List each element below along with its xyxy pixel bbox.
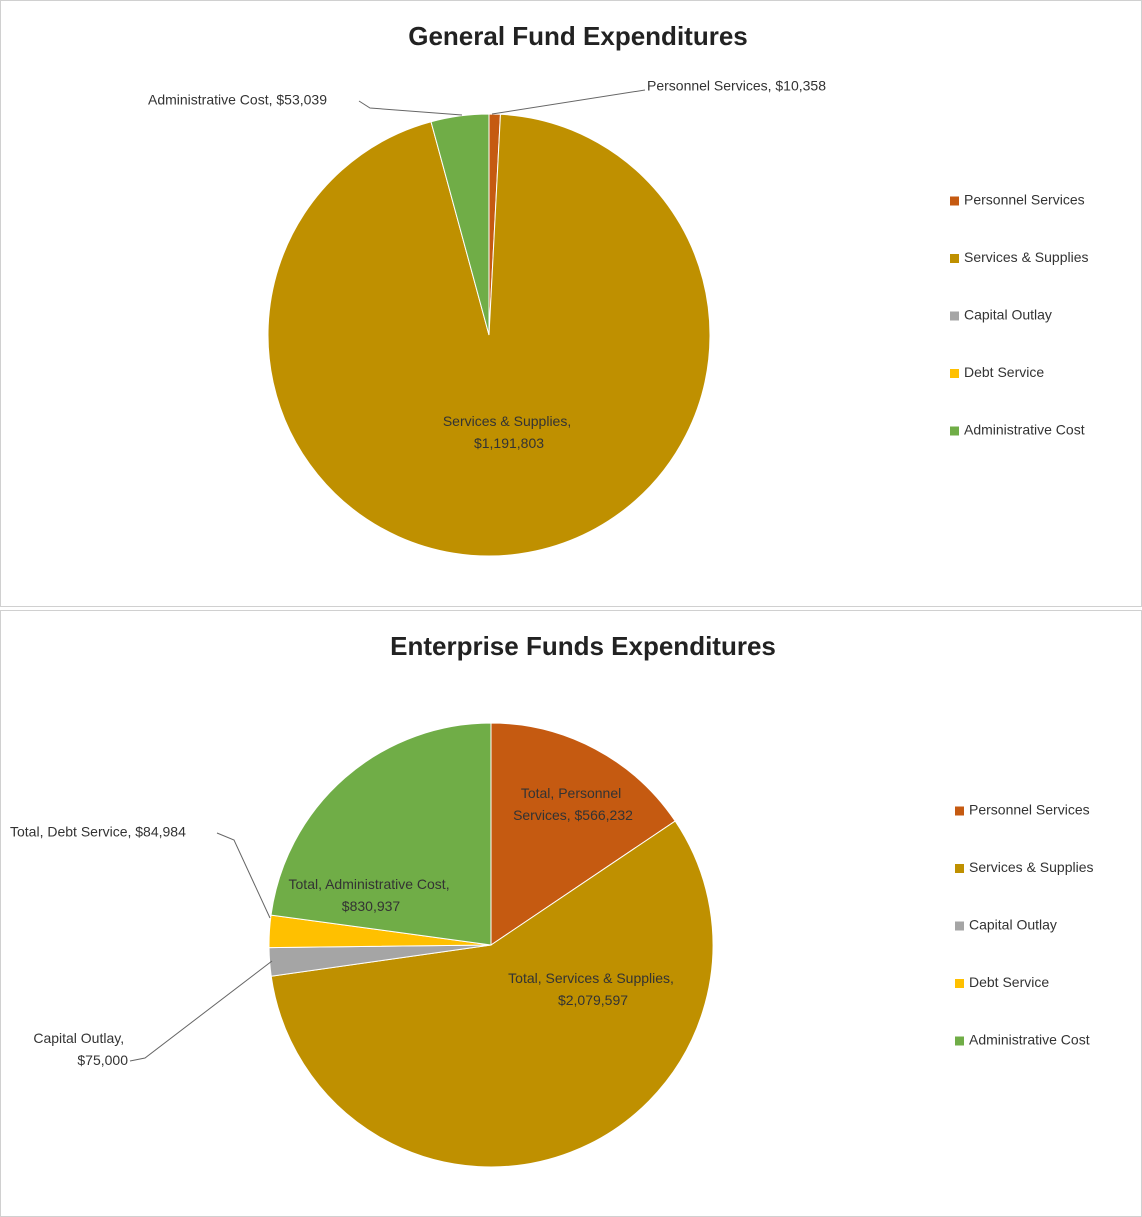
pie-slice — [490, 722, 676, 946]
legend-swatch — [950, 196, 959, 206]
legend-label: Personnel Services — [964, 192, 1085, 208]
pie-slice — [430, 113, 490, 336]
leader-line — [216, 832, 271, 919]
legend-swatch — [955, 921, 964, 931]
legend-swatch — [950, 369, 959, 378]
pie-slice — [267, 113, 711, 557]
chart-title: General Fund Expenditures — [408, 21, 748, 51]
legend-swatch — [955, 1036, 964, 1046]
data-label: Capital Outlay, $75,000 — [33, 1030, 128, 1068]
data-label: Total, Services & Supplies, $2,079,597 — [508, 970, 678, 1008]
data-label: Total, Administrative Cost, $830,937 — [289, 876, 454, 914]
legend-swatch — [950, 254, 959, 263]
legend-label: Administrative Cost — [964, 422, 1085, 438]
pie-slice — [270, 820, 714, 1168]
data-label: Total, Personnel Services, $566,232 — [513, 785, 633, 823]
leader-line — [129, 960, 273, 1062]
data-label: Personnel Services, $10,358 — [647, 78, 826, 94]
legend-swatch — [955, 806, 964, 816]
data-label: Services & Supplies, $1,191,803 — [443, 413, 575, 451]
legend-label: Capital Outlay — [969, 917, 1057, 933]
legend-label: Administrative Cost — [969, 1032, 1090, 1048]
data-label: Total, Debt Service, $84,984 — [10, 824, 186, 840]
legend-label: Personnel Services — [969, 802, 1090, 818]
leader-line — [491, 89, 646, 115]
pie-slice — [270, 722, 492, 946]
legend-swatch — [950, 311, 959, 321]
legend-label: Debt Service — [969, 974, 1049, 990]
legend-swatch — [955, 979, 964, 988]
data-label: Administrative Cost, $53,039 — [148, 92, 327, 108]
chart-title: Enterprise Funds Expenditures — [390, 631, 776, 661]
legend-swatch — [950, 426, 959, 436]
legend-label: Services & Supplies — [964, 249, 1089, 265]
legend-label: Capital Outlay — [964, 307, 1052, 323]
legend-label: Debt Service — [964, 364, 1044, 380]
legend-label: Services & Supplies — [969, 859, 1094, 875]
leader-line — [358, 100, 463, 116]
legend-swatch — [955, 864, 964, 873]
